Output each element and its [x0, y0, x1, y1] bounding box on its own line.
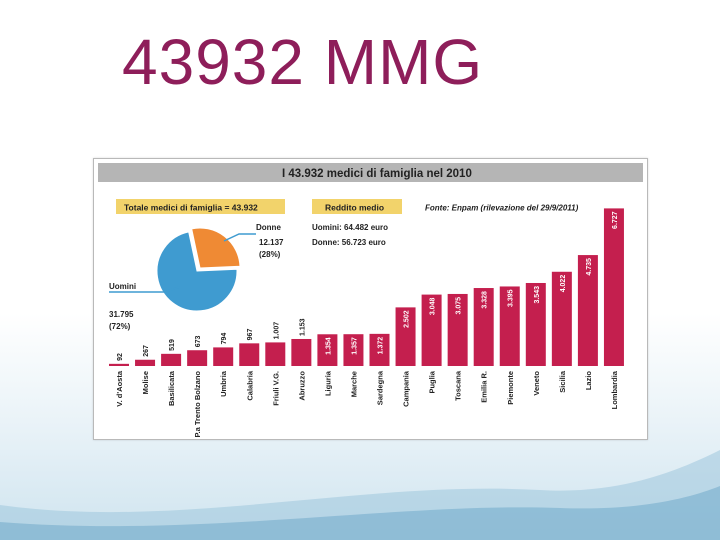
bar-value-label: 3.543 — [534, 286, 541, 304]
bar-value-label: 1.372 — [378, 337, 385, 355]
category-label: Puglia — [428, 370, 437, 393]
bar-value-label: 92 — [117, 353, 124, 361]
bar — [317, 334, 338, 366]
bar-chart: I 43.932 medici di famiglia nel 2010 Tot… — [98, 163, 643, 438]
category-label: Friuli V.G. — [271, 371, 280, 406]
bar — [265, 342, 286, 366]
pie-chart: Donne 12.137 (28%) Uomini 31.795 (72%) — [109, 223, 284, 331]
bar — [473, 288, 494, 366]
bar-value-label: 4.022 — [560, 275, 567, 293]
category-label: Umbria — [219, 370, 228, 397]
bar — [343, 334, 364, 366]
pie-leader-line — [223, 233, 256, 242]
bar-value-label: 1.007 — [273, 322, 280, 340]
bar — [525, 282, 546, 366]
chart-title: I 43.932 medici di famiglia nel 2010 — [282, 168, 472, 180]
bar — [187, 350, 208, 366]
bar-value-label: 673 — [195, 335, 202, 347]
bar — [577, 255, 598, 366]
pie-label-men: Uomini — [109, 282, 136, 291]
bar — [551, 271, 572, 366]
bar-value-label: 3.395 — [508, 289, 515, 307]
total-label-box — [116, 199, 285, 214]
category-label: Emilia R. — [480, 371, 489, 403]
category-label: P.a Trento Bolzano — [193, 371, 202, 438]
category-label: Liguria — [323, 370, 332, 396]
bar-value-label: 4.735 — [586, 258, 593, 276]
pie-label-women: Donne — [256, 223, 281, 232]
category-label: Sardegna — [376, 370, 385, 405]
category-label: Calabria — [245, 370, 254, 400]
bar-value-label: 1.357 — [351, 337, 358, 355]
pie-value-women: 12.137 — [259, 238, 284, 247]
bar-value-label: 3.075 — [456, 297, 463, 315]
pie-value-men: 31.795 — [109, 310, 134, 319]
pie-slice — [191, 227, 241, 269]
bar — [369, 333, 390, 366]
income-women: Donne: 56.723 euro — [312, 238, 386, 247]
bar — [109, 363, 129, 366]
bar-value-label: 2.502 — [404, 310, 411, 328]
category-label: Basilicata — [167, 370, 176, 406]
bar — [499, 286, 520, 366]
income-men: Uomini: 64.482 euro — [312, 223, 388, 232]
bar-series: 92 V. d'Aosta 267 Molise 519 Basilicata 673 P.a… — [109, 208, 624, 438]
pie-percent-women: (28%) — [259, 250, 281, 259]
bar — [291, 338, 312, 366]
category-label: Marche — [349, 371, 358, 397]
bar — [135, 359, 156, 366]
category-label: Toscana — [454, 370, 463, 401]
total-label: Totale medici di famiglia = 43.932 — [124, 203, 258, 213]
bar — [421, 294, 442, 366]
bar-value-label: 3.328 — [482, 291, 489, 309]
category-label: Lombardia — [610, 370, 619, 409]
chart-title-bar — [98, 163, 643, 182]
category-label: Campania — [402, 370, 411, 407]
bar — [161, 353, 182, 366]
bar-value-label: 519 — [169, 339, 176, 351]
category-label: V. d'Aosta — [115, 370, 124, 407]
chart-figure: I 43.932 medici di famiglia nel 2010 Tot… — [93, 158, 648, 440]
pie-leader-line — [109, 286, 181, 293]
category-label: Molise — [141, 371, 150, 394]
bar-value-label: 3.048 — [430, 297, 437, 315]
bar — [239, 343, 260, 366]
bar-value-label: 1.354 — [325, 337, 332, 355]
income-title: Reddito medio — [325, 203, 384, 213]
bar-value-label: 267 — [143, 345, 150, 357]
bar-value-label: 967 — [247, 329, 254, 341]
bar — [213, 347, 234, 366]
pie-percent-men: (72%) — [109, 322, 131, 331]
category-label: Abruzzo — [297, 371, 306, 401]
category-label: Piemonte — [506, 371, 515, 405]
bar-value-label: 1.153 — [299, 318, 306, 336]
bar — [395, 307, 416, 366]
income-title-box — [312, 199, 402, 214]
bar-value-label: 794 — [221, 333, 228, 345]
slide-title: 43932 MMG — [122, 26, 484, 98]
chart-source: Fonte: Enpam (rilevazione del 29/9/2011) — [425, 204, 579, 213]
bar-value-label: 6.727 — [612, 211, 619, 229]
bar — [447, 293, 468, 366]
pie-slice — [156, 231, 238, 312]
bar — [603, 208, 624, 366]
category-label: Sicilia — [558, 370, 567, 393]
category-label: Lazio — [584, 371, 593, 391]
category-label: Veneto — [532, 371, 541, 396]
